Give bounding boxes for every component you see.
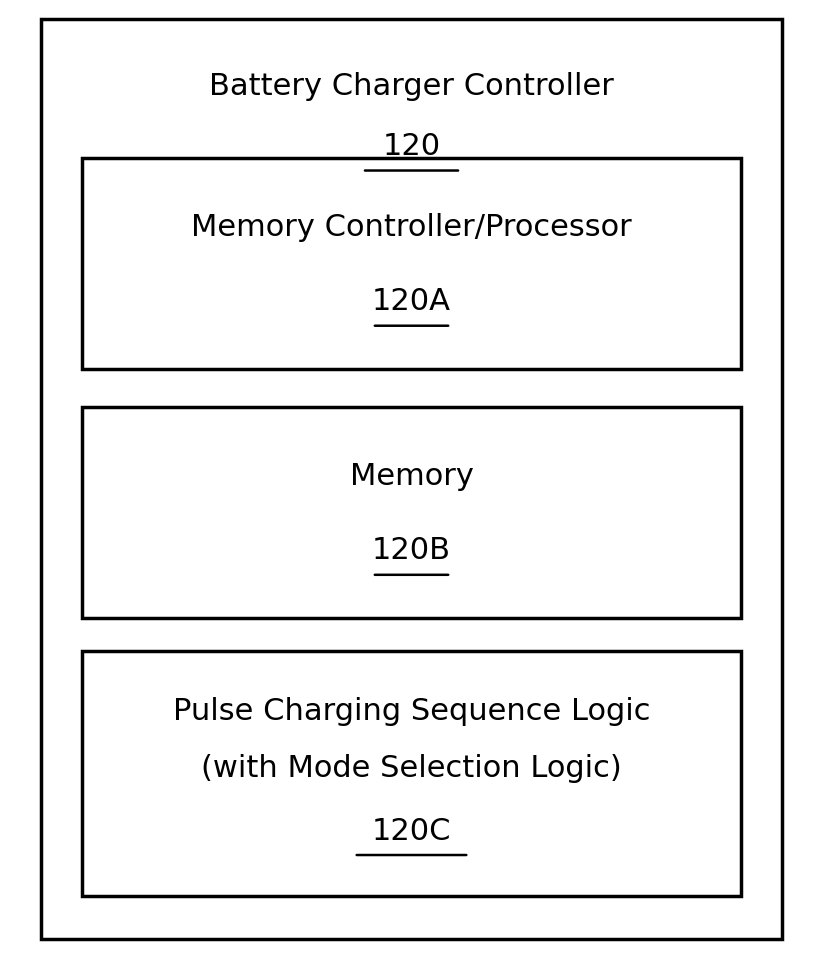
Text: (with Mode Selection Logic): (with Mode Selection Logic) <box>201 754 622 784</box>
FancyBboxPatch shape <box>41 19 782 939</box>
Text: 120: 120 <box>383 132 440 161</box>
Text: 120B: 120B <box>372 536 451 565</box>
FancyBboxPatch shape <box>82 158 741 369</box>
Text: Battery Charger Controller: Battery Charger Controller <box>209 72 614 101</box>
Text: Pulse Charging Sequence Logic: Pulse Charging Sequence Logic <box>173 696 650 726</box>
Text: 120C: 120C <box>372 816 451 846</box>
Text: Memory Controller/Processor: Memory Controller/Processor <box>191 213 632 241</box>
FancyBboxPatch shape <box>82 407 741 618</box>
Text: Memory: Memory <box>350 462 473 490</box>
Text: 120A: 120A <box>372 287 451 316</box>
FancyBboxPatch shape <box>82 651 741 896</box>
